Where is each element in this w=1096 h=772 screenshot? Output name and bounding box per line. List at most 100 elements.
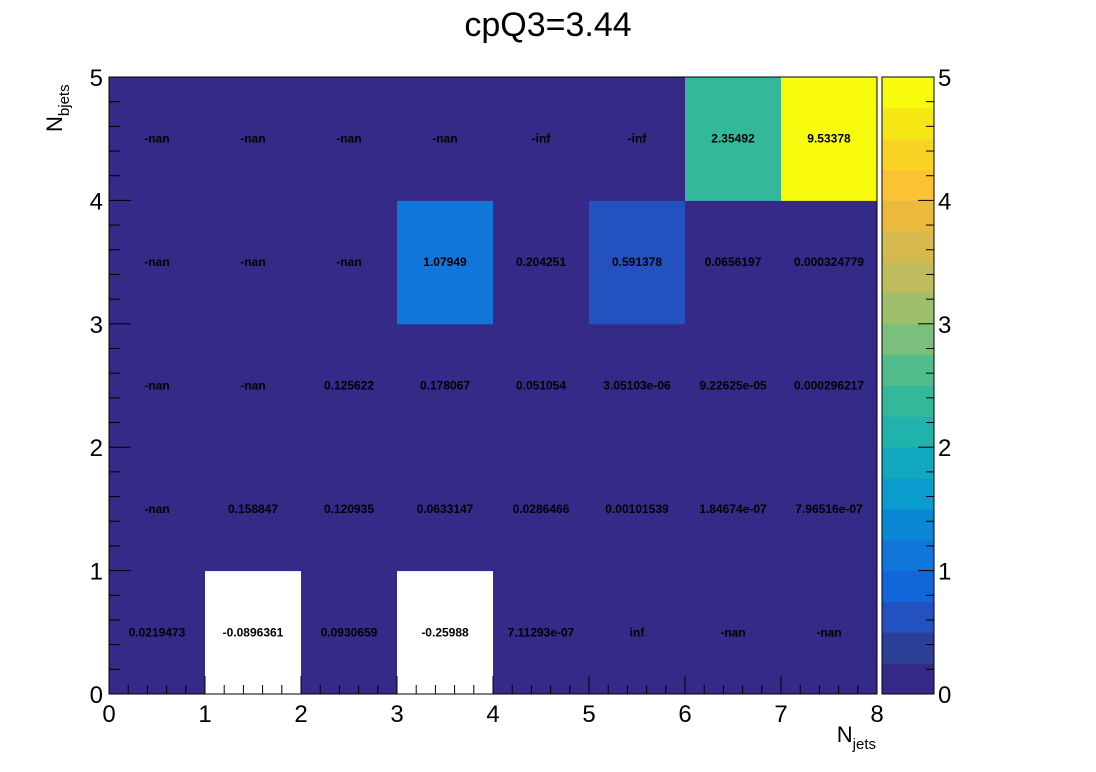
cell-value-label: 2.35492: [711, 132, 755, 146]
cell-value-label: -nan: [240, 379, 265, 393]
cell-value-label: -nan: [336, 132, 361, 146]
color-scale-swatch: [882, 354, 934, 386]
heatmap-cell: [205, 323, 302, 448]
heatmap-cell: [301, 447, 398, 572]
heatmap-cell: [301, 77, 398, 201]
cell-value-label: 9.22625e-05: [699, 379, 767, 393]
heatmap-cells: [109, 77, 878, 695]
cell-value-label: -inf: [532, 132, 552, 146]
z-tick-label: 3: [938, 312, 951, 339]
x-tick-label: 1: [198, 701, 211, 728]
cell-value-label: 0.591378: [612, 255, 662, 269]
heatmap-cell: [109, 200, 206, 325]
cell-value-label: -0.25988: [421, 625, 469, 639]
cell-value-label: -inf: [628, 132, 648, 146]
color-scale-swatch: [882, 262, 934, 294]
x-tick-label: 3: [390, 701, 403, 728]
cell-value-label: -0.0896361: [223, 625, 284, 639]
color-scale-swatch: [882, 107, 934, 140]
z-tick-label: 1: [938, 559, 951, 586]
cell-value-label: 0.158847: [228, 502, 278, 516]
heatmap-cell: [685, 200, 782, 325]
heatmap-cell: [301, 323, 398, 448]
cell-value-label: 0.0633147: [417, 502, 474, 516]
heatmap-cell: [109, 77, 206, 201]
z-tick-label: 5: [938, 65, 951, 92]
heatmap-cell: [109, 570, 206, 695]
cell-value-label: -nan: [240, 255, 265, 269]
heatmap-cell: [589, 570, 686, 695]
color-scale-swatch: [882, 323, 934, 356]
x-tick-label: 6: [678, 701, 691, 728]
heatmap-cell-labels: 0.0219473 -0.0896361 0.0930659 -0.25988 7.11…: [129, 132, 865, 640]
y-tick-label: 4: [90, 188, 103, 215]
heatmap-cell: [589, 323, 686, 448]
color-scale-swatch: [882, 539, 934, 572]
x-tick-label: 0: [102, 701, 115, 728]
color-scale: [881, 76, 935, 695]
heatmap-cell: [397, 570, 494, 695]
cell-value-label: 0.00101539: [605, 502, 669, 516]
heatmap-cell: [493, 200, 590, 325]
chart-title: cpQ3=3.44: [464, 6, 631, 44]
z-tick-label: 2: [938, 435, 951, 462]
cell-value-label: 9.53378: [807, 132, 851, 146]
y-tick-label: 0: [90, 682, 103, 709]
heatmap-cell: [589, 77, 686, 201]
cell-value-label: -nan: [144, 502, 169, 516]
x-axis-title-sub: jets: [852, 736, 876, 753]
heatmap-cell: [781, 447, 878, 572]
heatmap-cell: [589, 447, 686, 572]
cell-value-label: 0.0656197: [705, 255, 762, 269]
y-tick-label: 1: [90, 559, 103, 586]
x-tick-label: 2: [294, 701, 307, 728]
cell-value-label: -nan: [816, 625, 841, 639]
heatmap-cell: [109, 323, 206, 448]
x-axis-title-main: N: [837, 722, 853, 747]
heatmap-cell: [685, 323, 782, 448]
x-tick-label: 8: [870, 701, 883, 728]
y-axis-title-main: N: [42, 116, 67, 132]
heatmap-cell: [685, 447, 782, 572]
heatmap-cell: [493, 447, 590, 572]
heatmap-cell: [301, 200, 398, 325]
color-scale-swatch: [882, 292, 934, 325]
cell-value-label: -nan: [144, 379, 169, 393]
heatmap-cell: [205, 200, 302, 325]
heatmap-cell: [781, 77, 878, 201]
color-scale-swatch: [882, 508, 934, 541]
x-tick-label: 7: [774, 701, 787, 728]
heatmap-cell: [205, 77, 302, 201]
y-tick-label: 5: [90, 65, 103, 92]
heatmap-cell: [397, 447, 494, 572]
color-scale-swatch: [882, 570, 934, 602]
heatmap-cell: [781, 323, 878, 448]
color-scale-axis: 0 1 2 3 4 5: [918, 65, 951, 709]
heatmap-cell: [493, 77, 590, 201]
cell-value-label: 0.204251: [516, 255, 566, 269]
cell-value-label: 0.000296217: [794, 379, 864, 393]
cell-value-label: 0.0286466: [513, 502, 570, 516]
cell-value-label: -nan: [720, 625, 745, 639]
cell-value-label: 0.120935: [324, 502, 374, 516]
cell-value-label: -nan: [144, 132, 169, 146]
cell-value-label: -nan: [336, 255, 361, 269]
color-scale-swatch: [882, 601, 934, 633]
cell-value-label: 0.051054: [516, 379, 566, 393]
heatmap-cell: [205, 447, 302, 572]
color-scale-swatch: [882, 385, 934, 417]
cell-value-label: 0.125622: [324, 379, 374, 393]
heatmap-cell: [109, 447, 206, 572]
color-scale-swatch: [882, 478, 934, 510]
color-scale-swatch: [882, 138, 934, 171]
y-axis-title: Nbjets: [42, 84, 73, 132]
color-scale-swatch: [882, 663, 934, 695]
cell-value-label: -nan: [240, 132, 265, 146]
y-tick-label: 2: [90, 435, 103, 462]
y-tick-label: 3: [90, 312, 103, 339]
cell-value-label: -nan: [432, 132, 457, 146]
heatmap-cell: [781, 200, 878, 325]
cell-value-label: 3.05103e-06: [603, 379, 671, 393]
heatmap-cell: [493, 570, 590, 695]
